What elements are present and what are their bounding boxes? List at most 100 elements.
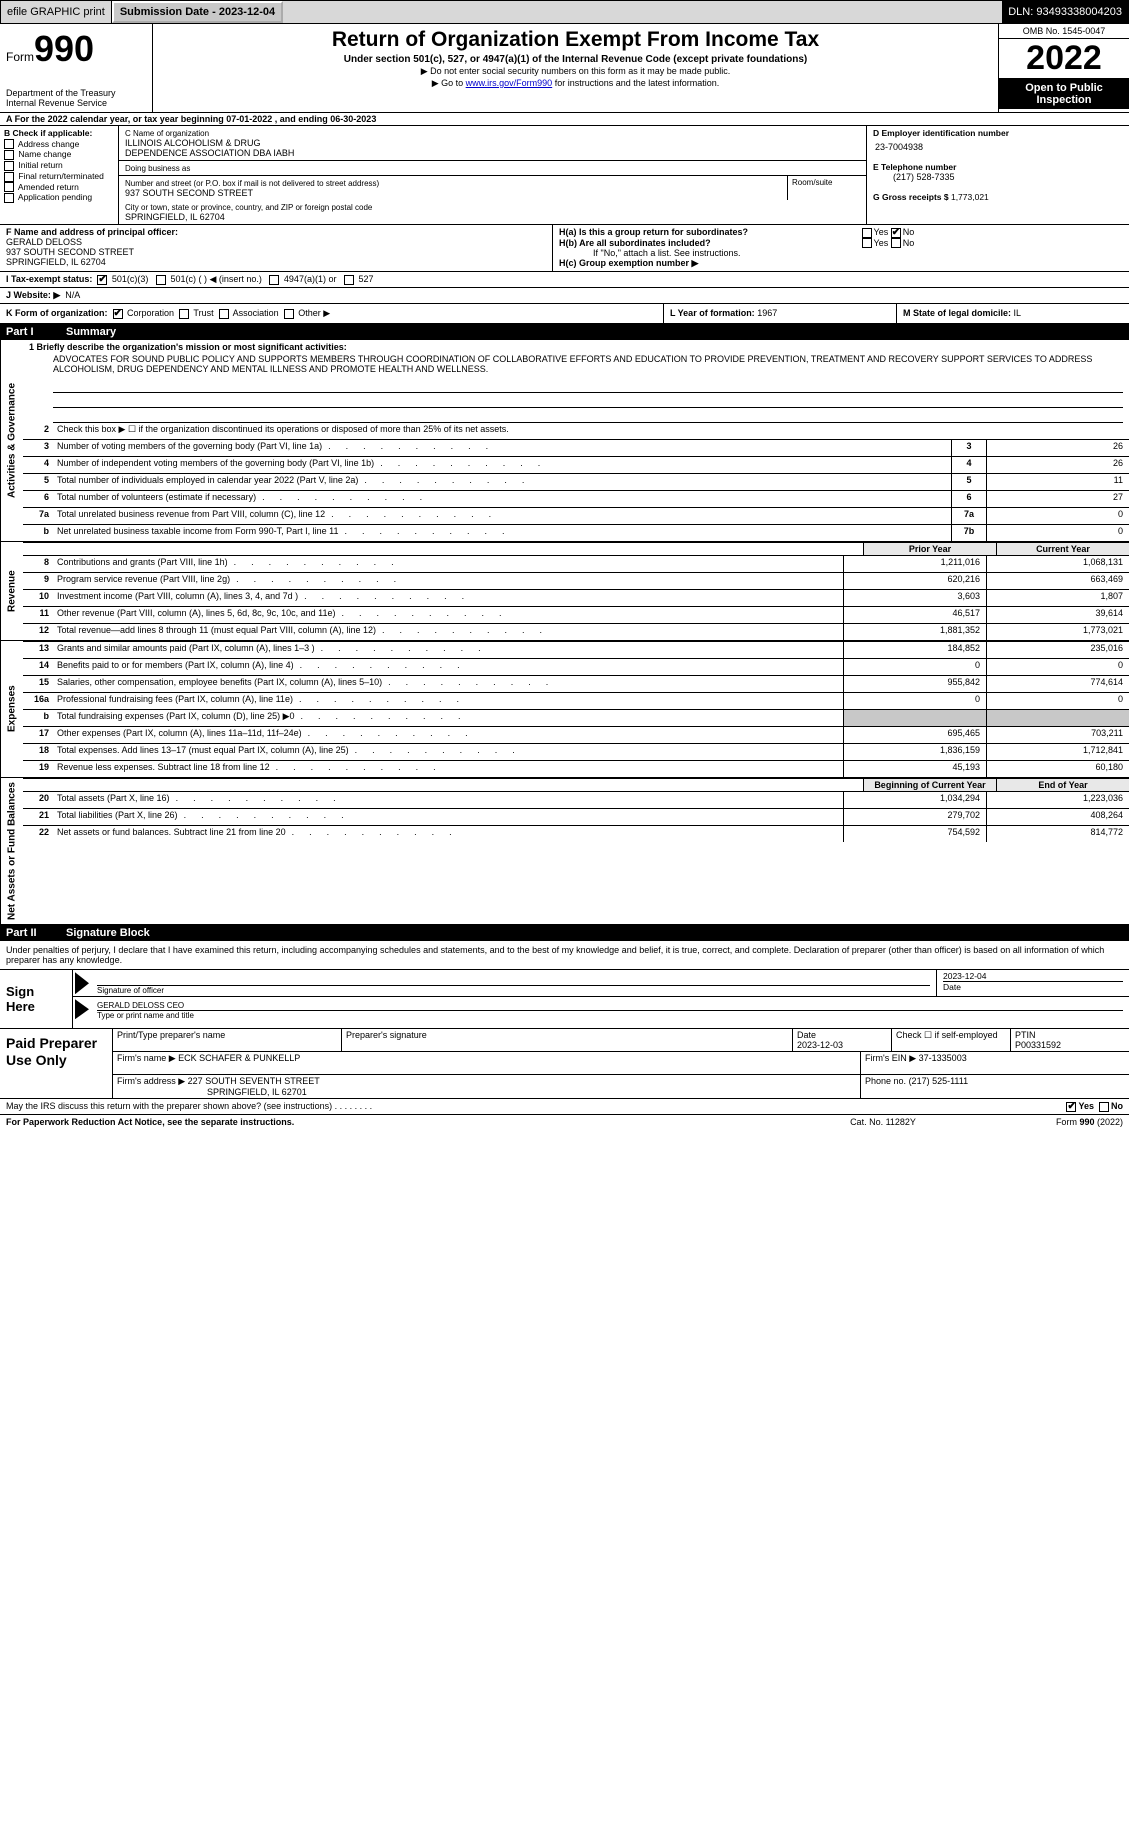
data-line: 16a Professional fundraising fees (Part … — [23, 692, 1129, 709]
open-inspection: Open to Public Inspection — [999, 79, 1129, 109]
form-header: Form990 Department of the Treasury Inter… — [0, 24, 1129, 113]
line-desc: Total liabilities (Part X, line 26) — [53, 809, 843, 825]
lbl-corp: Corporation — [127, 308, 174, 318]
discuss-no-label: No — [1111, 1101, 1123, 1111]
data-line: 13 Grants and similar amounts paid (Part… — [23, 641, 1129, 658]
discuss-no-checkbox[interactable] — [1099, 1102, 1109, 1112]
line-desc: Benefits paid to or for members (Part IX… — [53, 659, 843, 675]
arrow-icon — [75, 999, 89, 1019]
data-line: 10 Investment income (Part VIII, column … — [23, 589, 1129, 606]
part1-num: Part I — [6, 326, 66, 338]
submission-date-button[interactable]: Submission Date - 2023-12-04 — [112, 1, 283, 23]
line-current: 235,016 — [986, 642, 1129, 658]
lbl-app-pending: Application pending — [18, 192, 92, 202]
chk-4947[interactable] — [269, 275, 279, 285]
line-current: 703,211 — [986, 727, 1129, 743]
discuss-yes-checkbox[interactable] — [1066, 1102, 1076, 1112]
discuss-yes-label: Yes — [1078, 1101, 1094, 1111]
header-right: OMB No. 1545-0047 2022 Open to Public In… — [998, 24, 1129, 112]
gov-line: 7a Total unrelated business revenue from… — [23, 507, 1129, 524]
goto-pre: ▶ Go to — [432, 78, 466, 88]
gov-line: 5 Total number of individuals employed i… — [23, 473, 1129, 490]
checkbox-address-change[interactable] — [4, 139, 14, 149]
line-prior: 695,465 — [843, 727, 986, 743]
paid-preparer-label: Paid Preparer Use Only — [0, 1029, 113, 1098]
ha-yes-label: Yes — [874, 227, 889, 237]
lbl-amended: Amended return — [18, 182, 79, 192]
chk-501c3[interactable] — [97, 275, 107, 285]
line-num: 14 — [23, 659, 53, 675]
line-num: 5 — [23, 474, 53, 490]
mission-blank-3 — [53, 408, 1123, 423]
header-center: Return of Organization Exempt From Incom… — [153, 24, 998, 112]
gov-line: 4 Number of independent voting members o… — [23, 456, 1129, 473]
ha-no-checkbox[interactable] — [891, 228, 901, 238]
checkbox-initial-return[interactable] — [4, 161, 14, 171]
line-prior: 3,603 — [843, 590, 986, 606]
line-desc: Total number of individuals employed in … — [53, 474, 951, 490]
website-value: N/A — [65, 290, 80, 300]
firm-name-label: Firm's name ▶ — [117, 1053, 176, 1063]
chk-trust[interactable] — [179, 309, 189, 319]
col-current-year: Current Year — [996, 543, 1129, 555]
data-line: 22 Net assets or fund balances. Subtract… — [23, 825, 1129, 842]
tax-year: 2022 — [999, 39, 1129, 79]
principal-officer-label: F Name and address of principal officer: — [6, 227, 178, 237]
officer-city: SPRINGFIELD, IL 62704 — [6, 257, 106, 267]
part2-title: Signature Block — [66, 927, 150, 939]
ptin-label: PTIN — [1015, 1030, 1036, 1040]
perjury-statement: Under penalties of perjury, I declare th… — [0, 941, 1129, 970]
dba-label: Doing business as — [125, 164, 190, 173]
lbl-other: Other ▶ — [298, 308, 330, 318]
line-box: 3 — [951, 440, 986, 456]
lbl-4947: 4947(a)(1) or — [284, 274, 337, 284]
checkbox-app-pending[interactable] — [4, 193, 14, 203]
ptin-value: P00331592 — [1015, 1040, 1061, 1050]
header-left: Form990 Department of the Treasury Inter… — [0, 24, 153, 112]
line-num: 16a — [23, 693, 53, 709]
self-employed-label: Check ☐ if self-employed — [892, 1029, 1011, 1051]
form-number: 990 — [34, 28, 94, 69]
line-desc: Number of voting members of the governin… — [53, 440, 951, 456]
line-current: 60,180 — [986, 761, 1129, 777]
data-line: 12 Total revenue—add lines 8 through 11 … — [23, 623, 1129, 640]
sidetab-net-assets: Net Assets or Fund Balances — [0, 778, 23, 924]
line-num: 18 — [23, 744, 53, 760]
discuss-row: May the IRS discuss this return with the… — [0, 1099, 1129, 1115]
officer-sig-label: Signature of officer — [97, 985, 930, 995]
chk-501c[interactable] — [156, 275, 166, 285]
data-line: b Total fundraising expenses (Part IX, c… — [23, 709, 1129, 726]
preparer-name-label: Print/Type preparer's name — [113, 1029, 342, 1051]
checkbox-name-change[interactable] — [4, 150, 14, 160]
checkbox-final-return[interactable] — [4, 172, 14, 182]
lbl-name-change: Name change — [18, 149, 71, 159]
hb-yes-checkbox[interactable] — [862, 238, 872, 248]
cat-no: Cat. No. 11282Y — [803, 1117, 963, 1127]
line-desc: Investment income (Part VIII, column (A)… — [53, 590, 843, 606]
governance-section: Activities & Governance 1 Briefly descri… — [0, 340, 1129, 542]
chk-assoc[interactable] — [219, 309, 229, 319]
gov-line: 2 Check this box ▶ ☐ if the organization… — [23, 423, 1129, 439]
year-formation-label: L Year of formation: — [670, 308, 755, 318]
row-k: K Form of organization: Corporation Trus… — [0, 304, 1129, 324]
line-prior: 279,702 — [843, 809, 986, 825]
ha-no-label: No — [903, 227, 915, 237]
ha-yes-checkbox[interactable] — [862, 228, 872, 238]
hb-no-checkbox[interactable] — [891, 238, 901, 248]
line-num: 20 — [23, 792, 53, 808]
officer-name: GERALD DELOSS — [6, 237, 82, 247]
line-current: 1,068,131 — [986, 556, 1129, 572]
org-name-label: C Name of organization — [125, 129, 209, 138]
sign-here-label: Sign Here — [0, 970, 73, 1028]
officer-name-label: Type or print name and title — [97, 1010, 1123, 1020]
firm-ein-value: 37-1335003 — [919, 1053, 967, 1063]
chk-527[interactable] — [344, 275, 354, 285]
phone-value: (217) 528-7335 — [873, 172, 955, 182]
checkbox-amended[interactable] — [4, 182, 14, 192]
irs-link[interactable]: www.irs.gov/Form990 — [466, 78, 553, 88]
chk-corp[interactable] — [113, 309, 123, 319]
chk-other[interactable] — [284, 309, 294, 319]
line-value: 27 — [986, 491, 1129, 507]
mission-blank-2 — [53, 393, 1123, 408]
line-current: 1,773,021 — [986, 624, 1129, 640]
